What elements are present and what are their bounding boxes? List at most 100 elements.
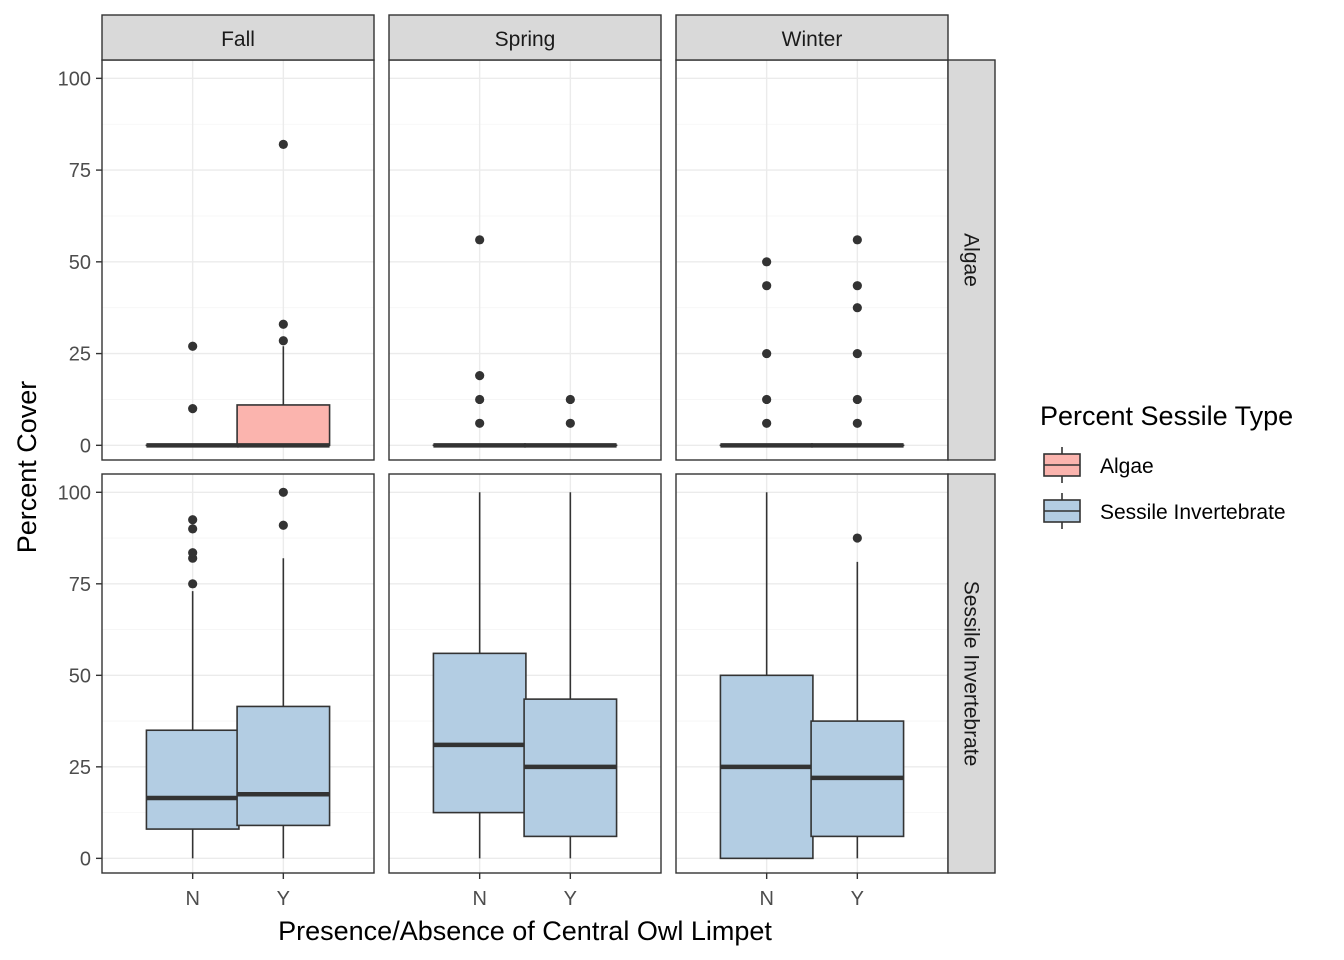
x-tick-label: Y xyxy=(564,888,577,910)
strip-label: Winter xyxy=(782,28,843,51)
x-tick-label: Y xyxy=(851,888,864,910)
legend-item-label: Algae xyxy=(1100,455,1154,478)
outlier-point xyxy=(852,281,862,291)
strip-background xyxy=(388,14,662,61)
box-n xyxy=(719,492,814,860)
strips-layer: Fall Spring Winter Algae Sessile Invertebrat… xyxy=(101,14,996,874)
outlier-point xyxy=(188,404,198,414)
y-tick-label: 75 xyxy=(69,160,91,182)
x-tick-label: Y xyxy=(277,888,290,910)
outlier-point xyxy=(278,319,288,329)
boxes-algae-fall xyxy=(145,139,331,448)
outlier-point xyxy=(475,370,485,381)
box-iqr xyxy=(432,652,527,814)
boxes-algae-winter xyxy=(719,235,905,448)
boxes-sessile-invertebrate-fall xyxy=(145,487,331,859)
box-iqr xyxy=(145,729,240,830)
outlier-point xyxy=(852,394,862,405)
panel-background xyxy=(102,60,374,460)
outlier-point xyxy=(188,548,198,558)
strip-background xyxy=(947,59,996,461)
outlier-point xyxy=(852,235,862,245)
y-axis-sessile-invertebrate: 0 25 50 75 100 xyxy=(58,482,102,870)
panel-border xyxy=(101,473,375,874)
box-y xyxy=(523,492,618,859)
legend: Percent Sessile Type Algae Sessile Invert… xyxy=(1040,401,1293,529)
outlier-point xyxy=(278,336,288,346)
y-axis-algae: 0 25 50 75 100 xyxy=(58,68,102,457)
strip-row-algae: Algae xyxy=(947,59,996,461)
panel-algae-winter xyxy=(676,60,948,460)
legend-item-sessile-invertebrate: Sessile Invertebrate xyxy=(1043,493,1286,529)
boxes-sessile-invertebrate-spring xyxy=(432,492,618,859)
box-n xyxy=(432,235,527,448)
outlier-point xyxy=(852,303,862,313)
outlier-point xyxy=(278,520,288,530)
legend-item-label: Sessile Invertebrate xyxy=(1100,501,1286,524)
strip-label: Algae xyxy=(960,233,983,287)
y-tick-label: 100 xyxy=(58,68,91,90)
panel-algae-spring xyxy=(389,60,661,460)
box-y xyxy=(810,533,905,859)
strip-label: Fall xyxy=(221,28,255,51)
box-y xyxy=(523,394,618,448)
strip-label: Spring xyxy=(495,28,556,51)
box-iqr xyxy=(236,404,331,447)
y-tick-label: 0 xyxy=(80,848,91,870)
outlier-point xyxy=(852,348,862,359)
box-n xyxy=(145,341,240,448)
panel-background xyxy=(389,60,661,460)
x-tick-label: N xyxy=(472,888,486,910)
y-tick-label: 75 xyxy=(69,574,91,596)
box-y xyxy=(810,235,905,448)
outlier-point xyxy=(475,235,485,245)
outlier-point xyxy=(188,515,198,525)
x-axis-title: Presence/Absence of Central Owl Limpet xyxy=(278,916,772,946)
y-axis-title: Percent Cover xyxy=(12,381,42,554)
y-tick-label: 50 xyxy=(69,252,91,274)
strip-background xyxy=(675,14,949,61)
strip-col-fall: Fall xyxy=(101,14,375,61)
strip-label: Sessile Invertebrate xyxy=(960,581,983,767)
outlier-point xyxy=(188,341,198,351)
legend-item-algae: Algae xyxy=(1043,447,1154,483)
outlier-point xyxy=(762,281,772,291)
outlier-point xyxy=(278,139,288,150)
y-tick-label: 100 xyxy=(58,482,91,504)
outlier-point xyxy=(188,524,198,534)
outlier-point xyxy=(762,257,772,267)
legend-title: Percent Sessile Type xyxy=(1040,401,1293,431)
outlier-point xyxy=(188,579,198,589)
boxes-algae-spring xyxy=(432,235,618,448)
y-tick-label: 50 xyxy=(69,665,91,687)
outlier-point xyxy=(475,418,485,428)
panels-layer xyxy=(101,59,949,874)
outlier-point xyxy=(278,487,288,497)
legend-items: Algae Sessile Invertebrate xyxy=(1043,447,1286,529)
outlier-point xyxy=(852,533,862,543)
outlier-point xyxy=(565,418,575,428)
panel-background xyxy=(676,60,948,460)
y-tick-label: 25 xyxy=(69,757,91,779)
box-y xyxy=(236,487,331,859)
strip-col-winter: Winter xyxy=(675,14,949,61)
y-tick-label: 25 xyxy=(69,344,91,366)
strip-col-spring: Spring xyxy=(388,14,662,61)
outlier-point xyxy=(852,418,862,428)
strip-background xyxy=(101,14,375,61)
outlier-point xyxy=(762,418,772,428)
outlier-point xyxy=(475,394,485,405)
outlier-point xyxy=(762,348,772,359)
panel-border xyxy=(388,473,662,874)
strip-background xyxy=(947,473,996,874)
box-y xyxy=(236,139,331,448)
outlier-point xyxy=(762,394,772,405)
y-tick-label: 0 xyxy=(80,435,91,457)
box-iqr xyxy=(236,705,331,827)
panel-algae-fall xyxy=(102,60,374,460)
boxes-sessile-invertebrate-winter xyxy=(719,492,905,860)
